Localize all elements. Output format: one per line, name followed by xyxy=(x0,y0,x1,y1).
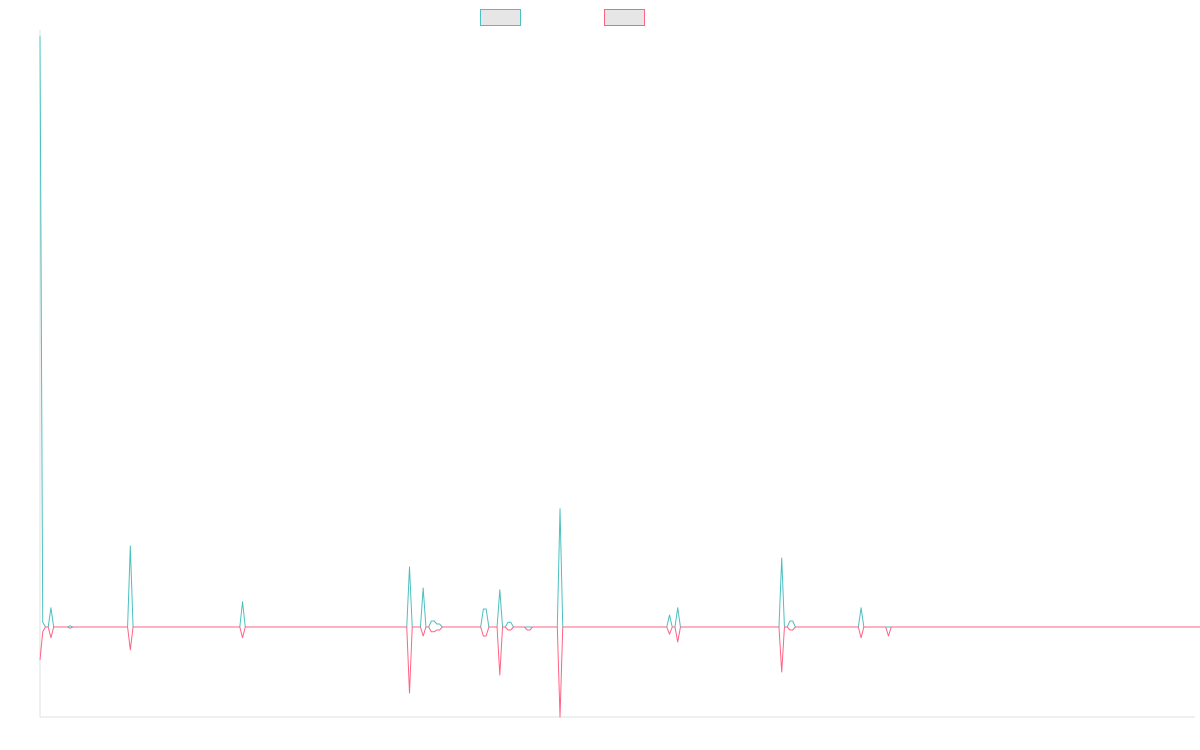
legend-swatch-series-2[interactable] xyxy=(604,9,645,26)
legend-swatch-series-1[interactable] xyxy=(480,9,521,26)
series-line-2 xyxy=(39,626,1200,718)
series-layer xyxy=(39,35,1200,718)
legend xyxy=(480,9,645,26)
series-line-1 xyxy=(39,35,1195,628)
